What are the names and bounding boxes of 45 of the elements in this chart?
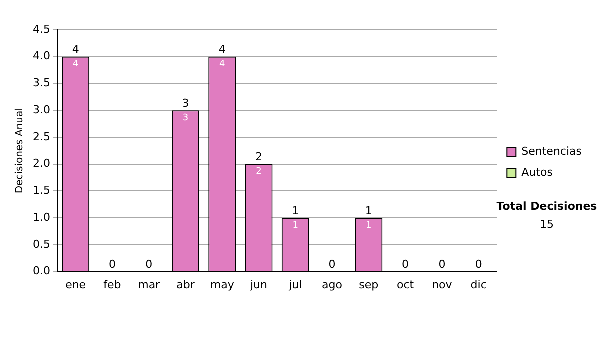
y-tick-label: 2.0 (32, 157, 50, 170)
total-label: 1 (365, 204, 372, 218)
data-label: 4 (72, 60, 79, 70)
x-tick-label: ene (66, 278, 86, 292)
y-tick-label: 4.0 (32, 50, 50, 63)
total-label: 0 (438, 258, 446, 272)
total-label: 0 (475, 258, 482, 272)
legend-label: Sentencias (522, 144, 582, 158)
data-label: 1 (292, 220, 299, 231)
x-tick-label: mar (138, 278, 161, 292)
x-tick-label: ago (322, 278, 343, 292)
text: 15 (539, 218, 555, 231)
x-tick-label: nov (432, 278, 453, 292)
x-tick-label: sep (359, 278, 379, 292)
y-tick-label: 2.5 (32, 130, 50, 144)
x-tick-label: dic (470, 278, 487, 292)
total-label: 0 (146, 258, 153, 272)
y-tick-label: 3.5 (32, 76, 50, 90)
y-tick-label: 0.0 (32, 264, 50, 278)
x-tick-label: jun (250, 278, 268, 292)
total-label: 3 (182, 96, 190, 110)
y-axis-title: Decisiones Anual (14, 108, 26, 194)
total-label: 4 (72, 43, 80, 56)
total-label: 2 (256, 150, 263, 164)
x-tick-label: may (210, 278, 235, 292)
data-label: 1 (366, 220, 372, 231)
total-label: 1 (292, 204, 300, 218)
y-tick-label: 4.5 (32, 22, 50, 36)
x-tick-label: oct (397, 278, 415, 292)
total-label: 4 (218, 43, 226, 56)
data-label: 2 (256, 167, 262, 178)
y-tick-label: 1.0 (32, 210, 50, 224)
legend-label: Autos (522, 166, 554, 179)
x-tick-label: abr (176, 278, 196, 292)
y-tick-label: 1.5 (32, 184, 50, 198)
total-label: 0 (328, 258, 336, 272)
data-label: 3 (182, 113, 189, 124)
total-label: 0 (402, 258, 410, 272)
x-tick-label: jul (288, 278, 302, 292)
y-tick-label: 0.5 (32, 238, 50, 251)
y-tick-label: 3.0 (32, 103, 50, 116)
x-tick-label: feb (104, 278, 122, 292)
data-label: 4 (220, 60, 226, 70)
annotation: Total Decisiones (496, 200, 598, 213)
total-label: 0 (108, 258, 116, 272)
